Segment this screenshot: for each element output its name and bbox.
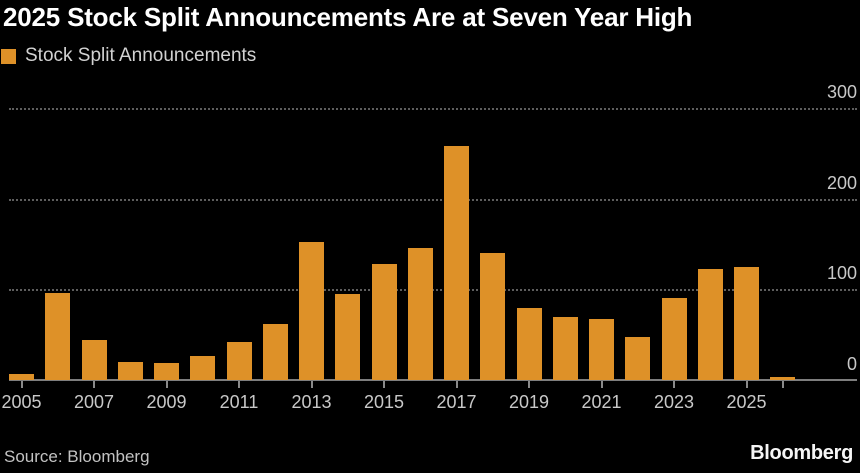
bar-2018 [480,253,506,380]
x-tick-2005 [20,381,23,388]
legend: Stock Split Announcements [1,45,256,67]
x-tick-2025 [745,381,748,388]
bar-2008 [117,361,143,380]
x-axis-label-2025: 2025 [726,392,767,412]
x-axis-label-2021: 2021 [581,392,622,412]
x-axis-label-2005: 2005 [1,392,42,412]
bar-2012 [262,323,288,380]
x-tick-2026 [781,381,784,388]
x-tick-2009 [165,381,168,388]
bars-layer [9,108,809,380]
bar-2010 [190,356,216,380]
gridline-300 [9,108,857,110]
bar-2006 [45,292,71,380]
bar-2025 [734,266,759,380]
x-tick-2007 [93,381,95,388]
x-axis-label-2017: 2017 [436,392,477,412]
x-axis-label-2013: 2013 [291,392,332,412]
y-axis-label-300: 300 [826,82,857,102]
bar-2013 [299,242,324,380]
y-axis-label-200: 200 [826,172,857,193]
bar-2007 [81,340,107,380]
bar-2017 [444,146,469,380]
bloomberg-logo: Bloomberg [750,442,853,464]
x-axis-label-2015: 2015 [363,392,405,412]
bar-2019 [516,308,542,380]
bar-2015 [371,263,397,380]
bar-2005 [9,373,34,380]
x-axis-label-2011: 2011 [219,392,259,412]
bar-2020 [552,316,578,380]
x-tick-2013 [310,381,313,388]
y-axis-label-0: 0 [846,354,857,374]
x-tick-2021 [600,381,603,388]
bar-2014 [335,293,361,380]
x-axis-label-2019: 2019 [508,392,550,412]
bar-2009 [154,362,179,380]
x-axis-line [9,379,857,381]
bar-2016 [407,247,433,380]
x-tick-2015 [383,381,385,388]
bar-2021 [589,319,614,380]
x-axis-label-2007: 2007 [73,392,115,412]
x-tick-2017 [455,381,458,388]
bar-2022 [625,337,651,380]
source-text: Source: Bloomberg [4,447,150,466]
bar-2024 [697,269,723,380]
bar-2026 [770,377,796,380]
gridline-200 [9,198,857,201]
gridline-100 [9,289,857,292]
legend-swatch-icon [1,48,16,64]
x-axis-label-2023: 2023 [653,392,695,412]
bar-2023 [661,298,687,380]
x-tick-2011 [238,381,240,388]
bar-2011 [226,341,252,380]
legend-label: Stock Split Announcements [25,45,257,66]
x-axis-label-2009: 2009 [146,392,187,412]
x-tick-2023 [673,381,675,388]
x-tick-2019 [528,381,530,388]
y-axis-label-100: 100 [826,263,857,284]
page-title: 2025 Stock Split Announcements Are at Se… [3,2,693,32]
